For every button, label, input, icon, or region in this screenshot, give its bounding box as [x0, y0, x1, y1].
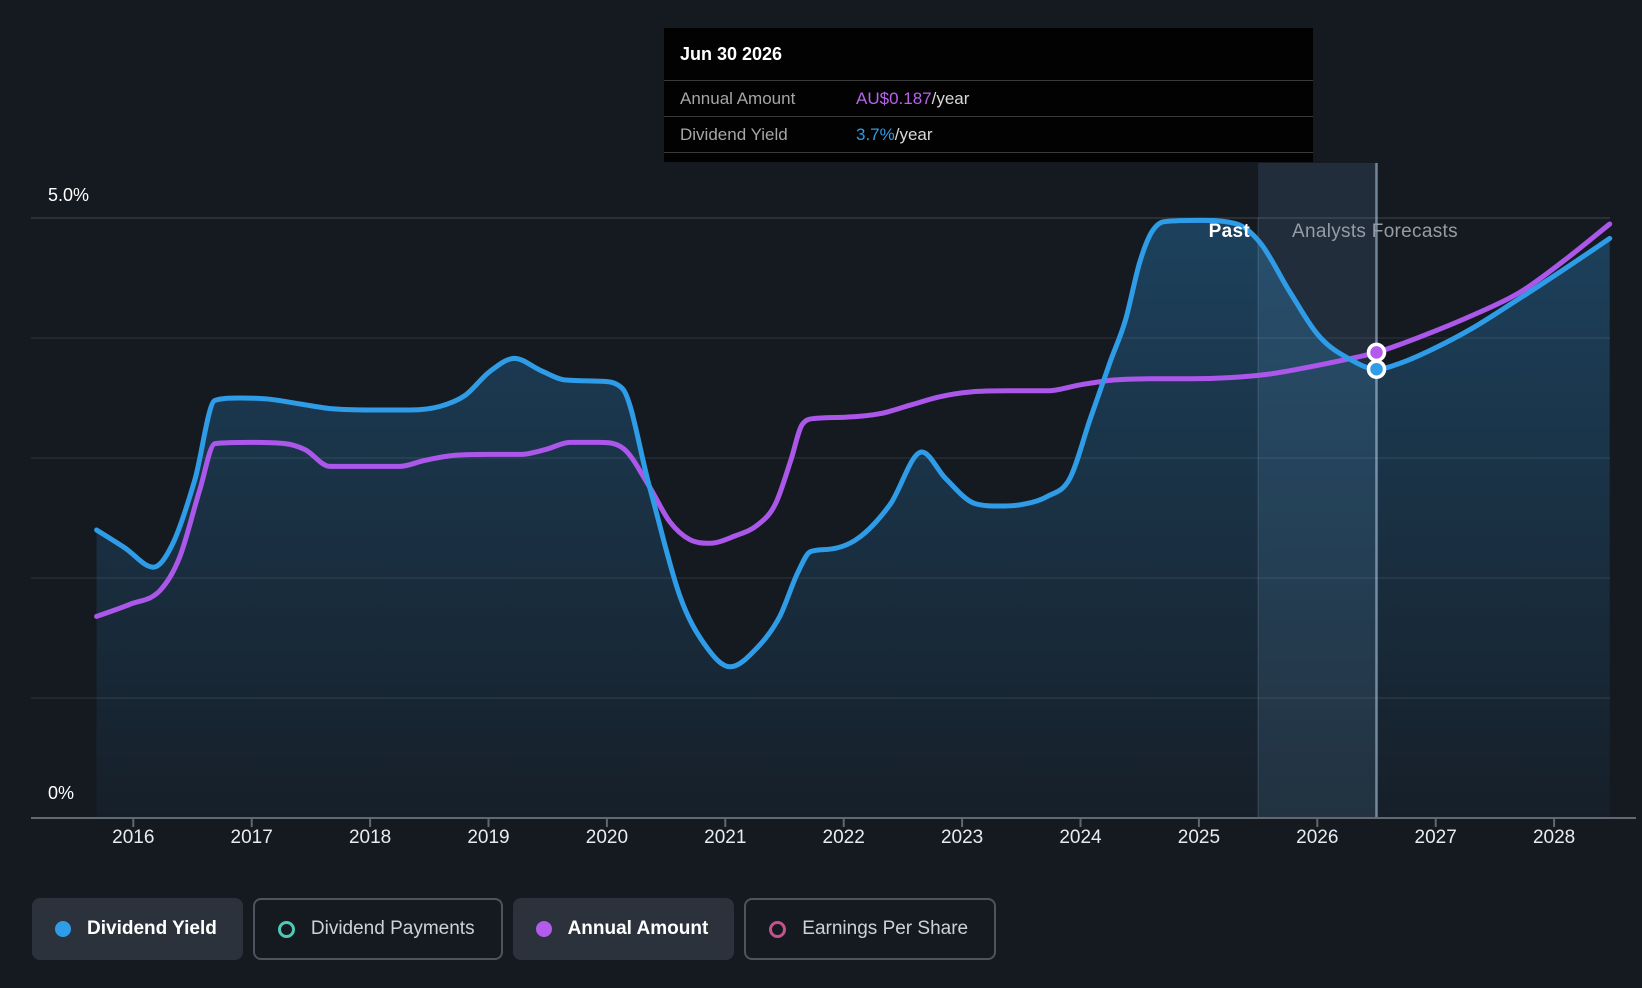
- x-axis-label-2024: 2024: [1059, 827, 1102, 848]
- x-axis-label-2026: 2026: [1296, 827, 1339, 848]
- x-axis-label-2019: 2019: [467, 827, 510, 848]
- dividend-payments-ring-icon: [277, 920, 295, 938]
- x-axis-label-2018: 2018: [348, 827, 392, 848]
- y-axis-label-bottom: 0%: [48, 783, 75, 803]
- tooltip-row-annual-amount: Annual Amount AU$0.187 /year: [664, 81, 1313, 117]
- legend-button-dividend-yield[interactable]: Dividend Yield: [32, 898, 243, 960]
- hover-marker-annual-amount: [1366, 342, 1387, 363]
- x-axis-label-2017: 2017: [230, 827, 273, 848]
- x-axis-label-2020: 2020: [585, 827, 629, 848]
- dividend-yield-dot-icon: [55, 921, 71, 937]
- tooltip-value-annual-amount: AU$0.187: [856, 88, 932, 108]
- x-axis-label-2025: 2025: [1177, 827, 1221, 848]
- tooltip-value-suffix: /year: [894, 124, 933, 144]
- tooltip-value-suffix: /year: [931, 88, 970, 108]
- legend-button-dividend-payments[interactable]: Dividend Payments: [252, 898, 503, 960]
- tooltip-label: Annual Amount: [680, 88, 796, 108]
- tooltip-value-dividend-yield: 3.7%: [856, 124, 895, 144]
- chart-legend: Dividend Yield Dividend Payments Annual …: [32, 898, 997, 960]
- dividend-yield-line: [94, 217, 1613, 670]
- x-axis-label-2016: 2016: [112, 827, 155, 848]
- hover-marker-dividend-yield: [1366, 359, 1387, 379]
- annual-amount-line: [94, 221, 1613, 619]
- legend-button-earnings-per-share[interactable]: Earnings Per Share: [744, 898, 997, 960]
- chart-tooltip: Jun 30 2026 Annual Amount AU$0.187 /year…: [664, 28, 1313, 162]
- earnings-per-share-ring-icon: [769, 920, 787, 938]
- legend-label: Annual Amount: [567, 918, 709, 939]
- x-axis-label-2021: 2021: [704, 827, 747, 848]
- analysts-forecasts-label: Analysts Forecasts: [1292, 221, 1458, 242]
- x-axis-label-2022: 2022: [822, 827, 865, 848]
- legend-label: Earnings Per Share: [802, 918, 969, 939]
- x-axis-label-2028: 2028: [1532, 827, 1576, 848]
- x-axis-label-2023: 2023: [940, 827, 984, 848]
- y-axis-label-top: 5.0%: [48, 185, 90, 205]
- x-axis-label-2027: 2027: [1414, 827, 1457, 848]
- annual-amount-dot-icon: [535, 921, 552, 937]
- legend-label: Dividend Payments: [310, 918, 475, 939]
- hover-highlight-band: [1258, 163, 1377, 818]
- tooltip-date: Jun 30 2026: [664, 28, 1313, 81]
- tooltip-row-dividend-yield: Dividend Yield 3.7% /year: [664, 117, 1313, 153]
- past-label: Past: [1208, 221, 1250, 242]
- tooltip-label: Dividend Yield: [680, 124, 788, 144]
- legend-label: Dividend Yield: [87, 918, 217, 939]
- legend-button-annual-amount[interactable]: Annual Amount: [512, 898, 735, 960]
- dividend-yield-area: [96, 220, 1610, 818]
